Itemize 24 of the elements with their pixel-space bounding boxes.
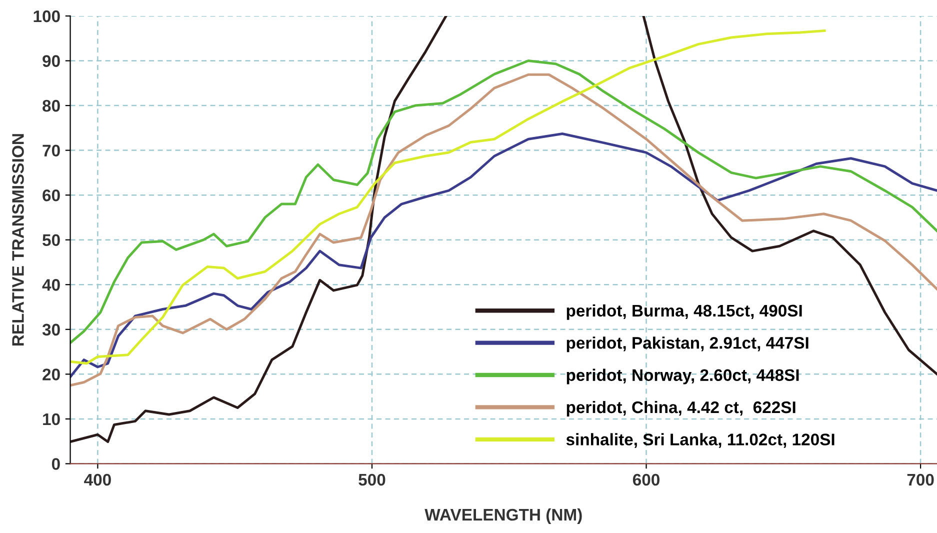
y-tick-label: 50: [42, 234, 60, 246]
legend-label: sinhalite, Sri Lanka, 11.02ct, 120SI: [566, 433, 834, 448]
line-series: [70, 30, 826, 365]
y-tick-label: 30: [42, 324, 60, 336]
y-tick-label: 20: [42, 368, 60, 380]
y-axis-title: RELATIVE TRANSMISSION: [12, 134, 24, 346]
y-tick-label: 0: [52, 458, 60, 470]
y-tick-label: 70: [42, 144, 60, 157]
x-tick-label: 600: [632, 474, 660, 486]
legend-label: peridot, Norway, 2.60ct, 448SI: [566, 368, 799, 384]
line-series: [70, 73, 937, 387]
y-tick-label: 100: [34, 10, 60, 22]
x-tick-label: 500: [358, 474, 386, 486]
legend-label: peridot, China, 4.42 ct, 622SI: [566, 400, 796, 417]
y-tick-label: 40: [42, 279, 60, 291]
x-tick-label: 700: [907, 474, 934, 486]
y-tick-label: 10: [43, 413, 60, 426]
legend-label: peridot, Burma, 48.15ct, 490SI: [566, 304, 802, 320]
y-tick-label: 60: [42, 189, 60, 202]
y-tick-label: 80: [42, 100, 60, 112]
x-tick-label: 400: [84, 474, 111, 486]
legend-label: peridot, Pakistan, 2.91ct, 447SI: [566, 336, 808, 352]
x-axis-title: WAVELENGTH (NM): [424, 508, 582, 524]
y-tick-label: 90: [42, 55, 60, 67]
